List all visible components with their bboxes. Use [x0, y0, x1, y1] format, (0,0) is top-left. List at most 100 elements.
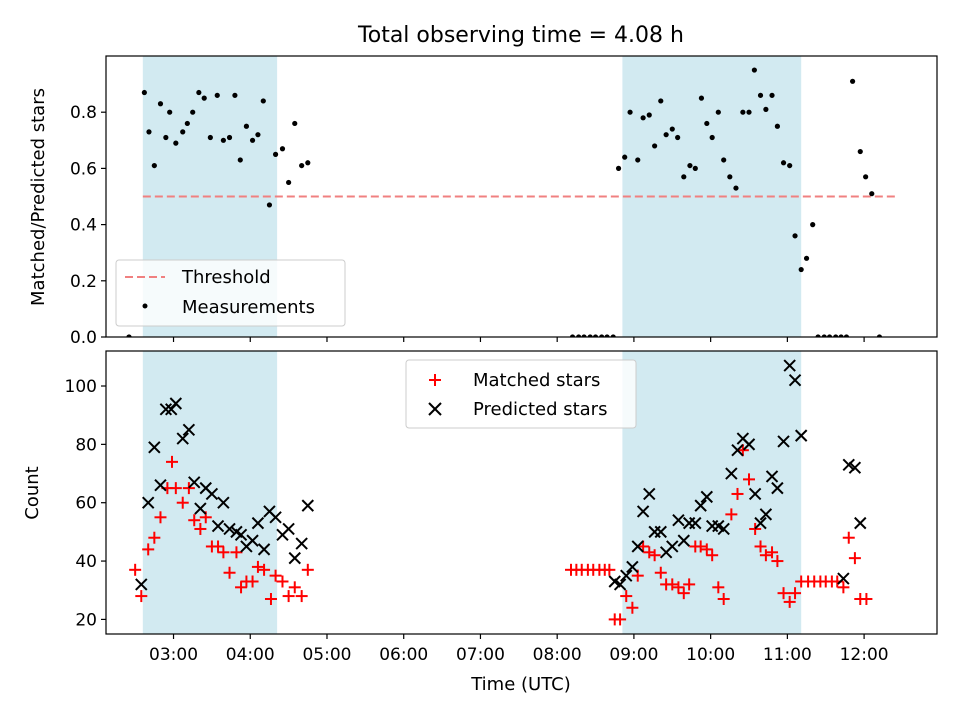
predicted-point — [269, 511, 282, 524]
predicted-point-b — [169, 397, 183, 410]
matched-point — [749, 522, 762, 535]
predicted-point-b — [794, 429, 808, 442]
predicted-point — [223, 522, 236, 536]
predicted-point — [194, 502, 207, 515]
predicted-point-b — [777, 435, 790, 448]
top-axes-frame — [105, 55, 938, 338]
matched-point — [230, 546, 243, 559]
predicted-point — [613, 578, 627, 591]
top-ytick-label: 0.2 — [70, 272, 97, 292]
measurement-point — [843, 334, 850, 337]
measurement-point — [581, 334, 587, 337]
bottom-ytick-label: 100 — [65, 377, 97, 397]
predicted-point — [246, 534, 259, 547]
matched-point — [666, 578, 679, 591]
measurement-point — [299, 162, 305, 169]
measurement-point — [592, 334, 599, 337]
bottom-ytick-label: 60 — [75, 494, 97, 514]
matched-point — [626, 601, 639, 614]
predicted-point-b — [736, 432, 750, 445]
predicted-point-b — [211, 519, 225, 533]
matched-point — [725, 508, 738, 521]
predicted-point-b — [141, 496, 155, 509]
predicted-legend-swatch — [428, 402, 442, 416]
matched-point — [860, 592, 873, 605]
matched-point — [771, 555, 784, 568]
matched-point — [129, 563, 142, 576]
predicted-point — [677, 534, 690, 547]
predicted-point — [672, 514, 685, 527]
legend-threshold-label: Threshold — [181, 267, 271, 288]
predicted-point-b — [194, 502, 207, 515]
predicted-point-b — [694, 499, 707, 512]
measurement-point — [141, 89, 147, 96]
matched-point — [142, 543, 155, 556]
predicted-point — [748, 487, 762, 501]
top-ytick-label: 0.6 — [70, 159, 97, 179]
measurement-point — [821, 334, 827, 337]
measurement-point — [863, 174, 869, 180]
measurement-point — [763, 106, 769, 112]
predicted-point-b — [725, 467, 738, 480]
predicted-point — [205, 487, 219, 501]
measurement-point — [721, 157, 727, 163]
predicted-point — [636, 505, 650, 518]
predicted-point — [666, 540, 679, 553]
xtick-label: 07:00 — [456, 645, 505, 665]
predicted-point — [754, 516, 767, 530]
predicted-point-b — [251, 516, 265, 530]
predicted-point-b — [754, 516, 767, 530]
predicted-point — [257, 543, 271, 556]
matched-point — [743, 473, 756, 486]
top-y-axis-label: Matched/Predicted stars — [28, 88, 49, 306]
matched-point — [842, 531, 855, 544]
predicted-point-b — [748, 487, 762, 501]
predicted-point-b — [759, 508, 773, 521]
xtick-label: 06:00 — [379, 645, 428, 665]
measurement-point — [746, 109, 752, 115]
measurement-point — [279, 146, 286, 152]
measurement-point — [243, 123, 250, 129]
matched-point — [717, 592, 730, 605]
predicted-point — [848, 461, 862, 474]
measurement-point — [146, 129, 152, 135]
predicted-point-b — [135, 578, 148, 591]
measurement-point — [180, 129, 186, 135]
measurement-point — [675, 134, 681, 141]
measurement-point — [692, 165, 698, 171]
predicted-point — [176, 432, 189, 445]
measurement-point — [704, 120, 710, 127]
predicted-point — [654, 525, 667, 539]
predicted-point — [742, 438, 756, 451]
measurement-point — [709, 134, 715, 141]
measurement-point — [646, 112, 652, 118]
bottom-marks — [129, 359, 873, 626]
predicted-point-b — [771, 481, 784, 495]
measurement-point — [803, 255, 810, 261]
matched-point — [235, 581, 248, 594]
predicted-point-b — [783, 359, 796, 372]
bottom-ytick-label: 20 — [75, 610, 97, 630]
predicted-point — [141, 496, 155, 509]
matched-point — [731, 487, 744, 500]
legend-measurements-label: Measurements — [182, 297, 315, 318]
predicted-point-b — [301, 499, 315, 512]
measurement-point — [615, 165, 622, 171]
predicted-point — [771, 481, 784, 495]
predicted-point — [694, 499, 707, 512]
measurements-legend-swatch — [142, 303, 148, 309]
predicted-point-b — [742, 438, 756, 451]
predicted-point-b — [282, 522, 295, 536]
predicted-point — [148, 441, 161, 454]
top-ytick-label: 0.0 — [70, 328, 97, 348]
xtick-label: 04:00 — [226, 645, 275, 665]
measurement-point — [757, 92, 764, 98]
measurement-point — [214, 92, 220, 98]
measurement-point — [184, 120, 190, 127]
predicted-point-b — [654, 525, 667, 539]
predicted-point-b — [295, 537, 308, 550]
measurement-point — [255, 132, 261, 138]
measurement-point — [687, 162, 693, 169]
predicted-point-b — [848, 461, 862, 474]
predicted-point — [783, 359, 796, 372]
